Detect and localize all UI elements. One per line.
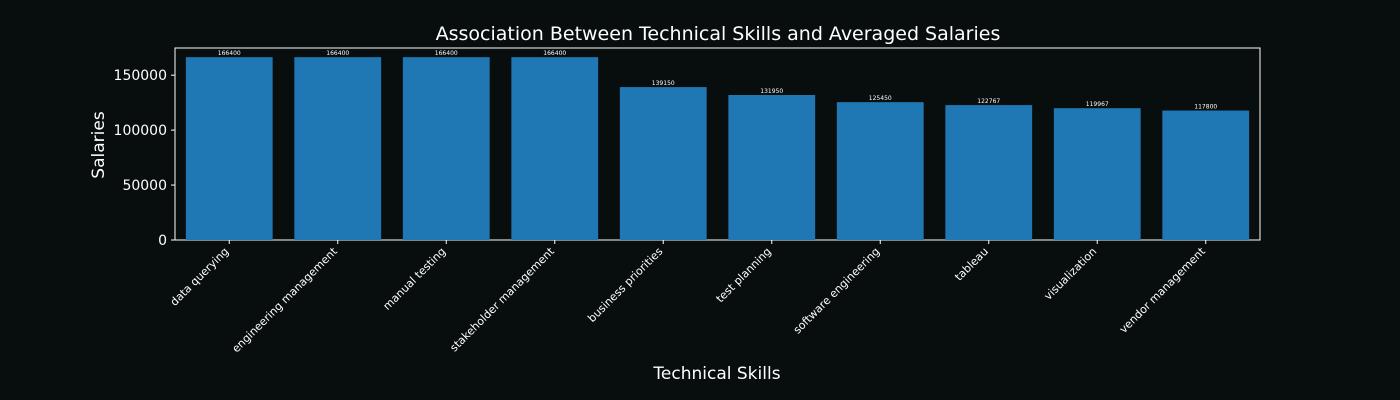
data-label: 139150 <box>652 80 675 87</box>
x-tick-label: visualization <box>1042 245 1100 303</box>
y-tick-label: 0 <box>158 233 167 249</box>
x-tick-label: stakeholder management <box>447 244 557 354</box>
y-axis-label: Salaries <box>89 111 109 179</box>
x-axis-label: Technical Skills <box>652 364 780 384</box>
data-label: 119967 <box>1086 101 1109 108</box>
y-tick-label: 50000 <box>122 178 167 194</box>
x-tick-label: tableau <box>952 245 991 284</box>
bar <box>1053 108 1141 241</box>
bar <box>294 57 382 241</box>
bar <box>1162 110 1250 240</box>
y-tick-label: 100000 <box>114 123 167 139</box>
data-label: 131950 <box>760 88 783 95</box>
chart-title: Association Between Technical Skills and… <box>436 23 1001 45</box>
x-tick-label: software engineering <box>791 245 883 337</box>
bar <box>402 57 490 241</box>
data-label: 125450 <box>869 95 892 102</box>
bar <box>185 57 273 241</box>
data-label: 166400 <box>218 50 241 57</box>
bar <box>945 105 1033 240</box>
plot-area: 166400 data querying 166400 engineering man… <box>114 47 1261 355</box>
bar <box>836 102 924 241</box>
x-tick-label: test planning <box>714 245 774 305</box>
x-tick-label: engineering management <box>230 244 341 355</box>
bar <box>619 87 707 240</box>
data-label: 166400 <box>326 50 349 57</box>
x-tick-label: data querying <box>168 245 232 309</box>
y-tick-label: 150000 <box>114 68 167 84</box>
bar <box>728 95 816 240</box>
x-tick-label: vendor management <box>1117 244 1208 335</box>
data-label: 166400 <box>435 50 458 57</box>
data-label: 117800 <box>1194 104 1217 111</box>
x-tick-label: business priorities <box>585 245 665 325</box>
x-tick-label: manual testing <box>381 245 449 313</box>
bar <box>511 57 599 241</box>
plot-frame <box>174 47 1261 241</box>
data-label: 166400 <box>543 50 566 57</box>
data-label: 122767 <box>977 98 1000 105</box>
